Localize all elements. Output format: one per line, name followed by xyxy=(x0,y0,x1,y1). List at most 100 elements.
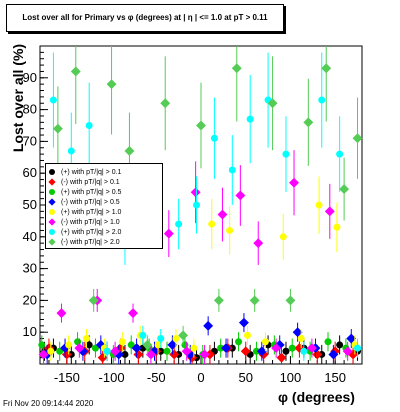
data-point xyxy=(354,344,362,352)
data-point xyxy=(56,347,64,355)
data-point xyxy=(336,150,344,158)
y-tick-label: 50 xyxy=(23,197,37,212)
data-point xyxy=(49,96,57,104)
data-point xyxy=(303,117,314,128)
data-point xyxy=(300,347,308,355)
data-point xyxy=(154,341,162,349)
y-tick-label: 10 xyxy=(23,324,37,339)
data-point xyxy=(199,349,210,360)
legend-marker xyxy=(49,189,55,195)
data-point xyxy=(65,341,73,349)
data-point xyxy=(103,347,111,355)
x-tick-label: 0 xyxy=(197,370,204,385)
data-point xyxy=(172,335,180,343)
chart-legend: (+) with pT/|q| > 0.1 (-) with pT/|q| > 0… xyxy=(45,163,163,249)
data-point xyxy=(342,346,353,357)
data-point xyxy=(163,228,174,239)
legend-item: (+) with pT/|q| > 2.0 xyxy=(49,227,121,237)
data-point xyxy=(52,123,63,134)
data-point xyxy=(139,331,147,339)
x-tick-label: -50 xyxy=(147,370,166,385)
data-point xyxy=(328,349,339,360)
y-tick-label: 60 xyxy=(23,165,37,180)
data-point xyxy=(253,238,264,249)
data-point xyxy=(38,341,46,349)
legend-item: (-) with pT/|q| > 0.1 xyxy=(48,177,120,187)
data-point xyxy=(181,346,192,357)
legend-label: (+) with pT/|q| > 0.5 xyxy=(61,188,122,196)
data-point xyxy=(282,150,290,158)
data-point xyxy=(124,145,135,156)
data-point xyxy=(160,98,171,109)
data-point xyxy=(324,206,335,217)
data-point xyxy=(203,320,214,331)
legend-item: (-) with pT/|q| > 2.0 xyxy=(48,237,120,247)
legend-label: (+) with pT/|q| > 1.0 xyxy=(61,208,122,216)
data-point xyxy=(240,346,251,357)
data-point xyxy=(297,335,305,343)
data-point xyxy=(228,166,236,174)
data-point xyxy=(221,343,231,354)
data-point xyxy=(289,177,299,188)
data-point xyxy=(118,338,126,346)
legend-marker xyxy=(48,198,56,206)
legend-marker xyxy=(48,218,56,226)
data-point xyxy=(321,63,332,74)
data-point xyxy=(238,317,249,328)
y-tick-label: 90 xyxy=(23,70,37,85)
data-point xyxy=(85,122,93,129)
data-point xyxy=(163,347,171,355)
data-point xyxy=(352,133,363,144)
data-point xyxy=(252,347,260,355)
data-point xyxy=(85,341,93,349)
x-tick-label: 50 xyxy=(238,370,252,385)
data-point xyxy=(131,343,142,354)
y-tick-label: 80 xyxy=(23,102,37,117)
data-point xyxy=(324,338,332,346)
data-point xyxy=(235,190,246,201)
data-point xyxy=(157,335,165,343)
data-point xyxy=(333,223,341,231)
y-tick-label: 30 xyxy=(23,261,37,276)
legend-marker xyxy=(48,238,56,246)
x-tick-label: 150 xyxy=(324,370,346,385)
data-point xyxy=(244,331,252,339)
chart-title: Lost over all for Primary vs φ (degrees)… xyxy=(22,13,268,22)
data-point xyxy=(246,115,254,123)
data-point xyxy=(193,201,201,209)
y-axis-label: Lost over all (%) xyxy=(10,43,26,153)
data-point xyxy=(235,338,243,346)
data-point xyxy=(276,352,287,363)
data-point xyxy=(106,79,117,90)
y-tick-label: 20 xyxy=(23,292,37,307)
data-point xyxy=(169,349,180,360)
data-point xyxy=(56,308,67,319)
data-point xyxy=(128,308,138,319)
legend-item: (+) with pT/|q| > 1.0 xyxy=(49,207,121,217)
data-point xyxy=(145,349,156,360)
data-point xyxy=(204,349,215,360)
data-point xyxy=(336,341,344,349)
data-point xyxy=(91,344,99,352)
chart-title-box: Lost over all for Primary vs φ (degrees)… xyxy=(6,4,284,32)
legend-item: (+) with pT/|q| > 0.1 xyxy=(49,167,121,177)
data-point xyxy=(271,343,282,354)
data-point xyxy=(292,327,303,338)
data-point xyxy=(217,344,225,352)
legend-marker xyxy=(48,178,56,186)
data-point xyxy=(256,346,267,357)
legend-label: (-) with pT/|q| > 1.0 xyxy=(61,218,120,226)
data-point xyxy=(121,350,129,358)
data-point xyxy=(315,201,323,209)
y-tick-label: 40 xyxy=(23,229,37,244)
data-point xyxy=(67,147,75,155)
data-point xyxy=(346,333,357,344)
data-point xyxy=(249,295,260,306)
x-tick-label: -150 xyxy=(54,370,80,385)
data-point xyxy=(47,347,55,355)
data-point xyxy=(142,339,153,350)
legend-label: (-) with pT/|q| > 0.1 xyxy=(61,178,120,186)
x-tick-label: 100 xyxy=(280,370,302,385)
data-point xyxy=(318,96,326,104)
